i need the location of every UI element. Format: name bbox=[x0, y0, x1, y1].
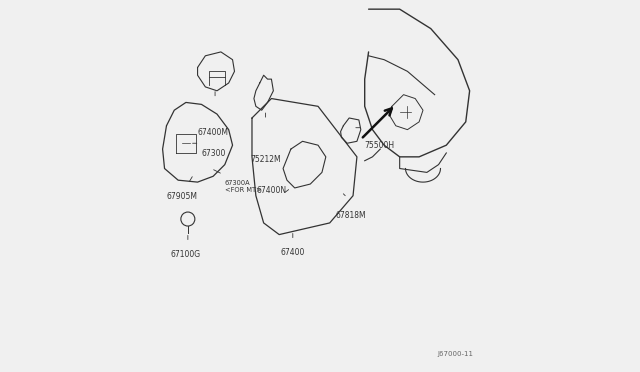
Text: 75500H: 75500H bbox=[365, 141, 395, 150]
Text: 67400N: 67400N bbox=[257, 186, 287, 195]
Text: 67905M: 67905M bbox=[166, 192, 198, 201]
Text: J67000-11: J67000-11 bbox=[438, 351, 474, 357]
Text: 67400: 67400 bbox=[280, 248, 305, 257]
Text: 67300: 67300 bbox=[202, 149, 226, 158]
Text: 75212M: 75212M bbox=[250, 155, 281, 164]
Text: 67300A
<FOR MT>: 67300A <FOR MT> bbox=[225, 180, 262, 193]
Text: 67400M: 67400M bbox=[198, 128, 228, 137]
Text: 67100G: 67100G bbox=[171, 250, 201, 259]
Text: 67818M: 67818M bbox=[336, 211, 367, 220]
